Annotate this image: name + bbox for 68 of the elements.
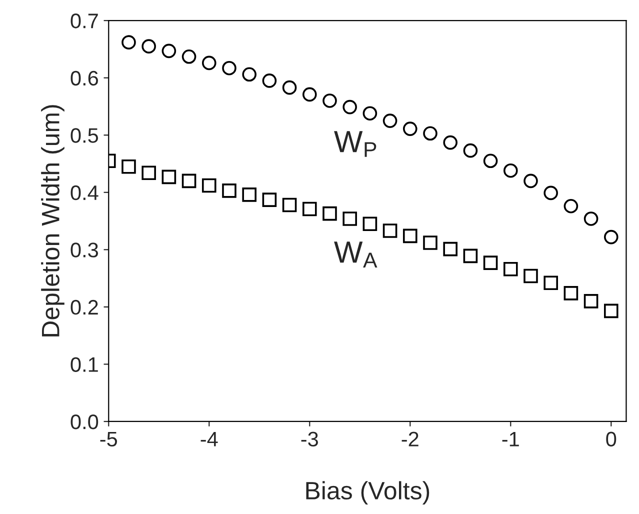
series-label: W$_{P}$ [334,131,376,157]
series-label: W$_{A}$ [334,242,378,268]
x-tick-label: -4 [200,432,218,446]
point [302,202,317,216]
point [443,242,458,256]
point [342,212,357,226]
point [443,135,458,150]
x-tick-label: -2 [402,432,418,446]
y-tick-label: 0.1 [70,357,98,372]
x-tick-label: -5 [100,432,118,447]
point [202,56,216,70]
point [262,74,277,88]
point [564,198,578,214]
point [362,106,378,120]
point [503,262,518,276]
point [423,126,438,141]
point [503,163,518,178]
point [382,224,398,238]
point [182,174,196,188]
point [483,256,498,270]
point [423,236,438,250]
point [483,154,498,168]
point [322,206,337,221]
point [282,80,297,95]
point [564,286,578,300]
x-tick-label: 0 [606,432,616,447]
point [122,159,136,174]
point [524,174,538,188]
point [463,143,478,158]
point [382,114,398,128]
point [402,228,418,244]
point [242,67,256,82]
y-tick-label: 0.6 [70,70,98,86]
point [362,216,378,232]
point [584,294,598,308]
y-tick-label: 0.3 [70,242,98,258]
point [302,87,317,102]
point [222,60,236,76]
point [222,184,236,198]
point [402,122,418,136]
y-tick-label: 0.0 [70,414,98,430]
point [162,44,176,58]
point [282,198,297,212]
point [584,212,598,226]
point [342,100,357,114]
point [544,276,558,290]
point [182,49,196,64]
point [604,230,618,244]
point [162,170,176,184]
point [604,304,618,318]
point [142,166,156,180]
y-axis-title: Depletion Width (um) [41,105,64,336]
x-axis-title: Bias (Volts) [306,481,430,504]
point [242,188,256,202]
y-tick-label: 0.5 [70,128,98,143]
point [544,186,558,200]
point [322,94,337,108]
point [463,248,478,264]
x-tick-label: -3 [301,432,318,447]
y-tick-label: 0.4 [70,185,98,200]
y-tick-label: 0.7 [70,14,98,28]
point [524,268,538,284]
point [142,39,156,54]
point [122,35,136,50]
point [262,192,277,207]
y-tick-label: 0.2 [70,300,98,315]
x-tick-label: -1 [502,432,519,446]
point [202,178,216,193]
